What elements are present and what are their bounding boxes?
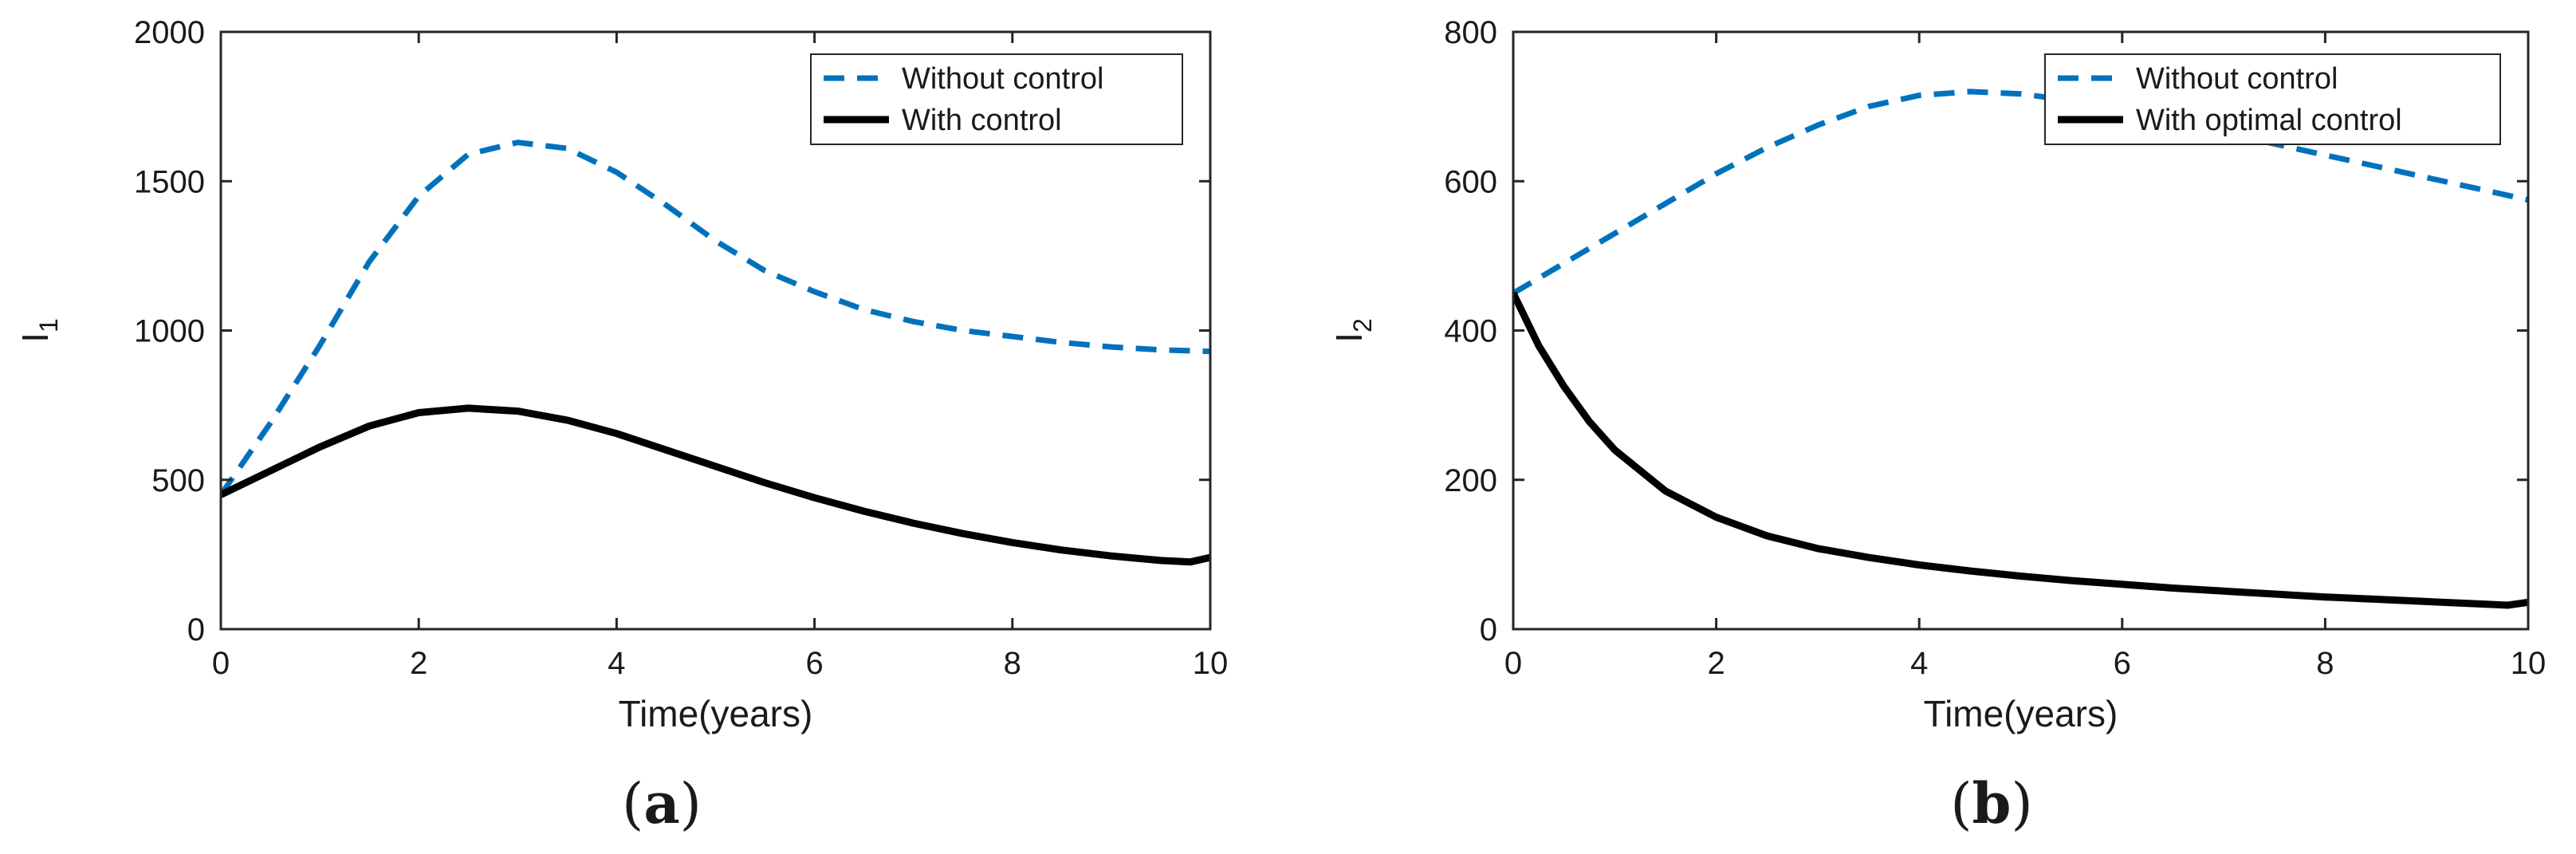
x-tick-label: 8 — [1004, 646, 1021, 681]
x-tick-label: 8 — [2316, 646, 2334, 681]
x-tick-label: 10 — [2511, 646, 2547, 681]
panel-caption: (a) — [622, 770, 702, 836]
panel-caption: (b) — [1950, 770, 2033, 836]
y-tick-label: 0 — [1480, 612, 1497, 647]
legend-label: With control — [902, 104, 1062, 137]
series-line-without-control — [221, 140, 1210, 497]
y-tick-label: 400 — [1444, 314, 1497, 349]
y-axis-label: I1 — [14, 318, 63, 343]
y-tick-label: 1000 — [134, 314, 205, 349]
legend: Without control With optimal control — [2044, 53, 2501, 145]
x-tick-label: 10 — [1193, 646, 1229, 681]
panel-caption-letter: a — [643, 770, 679, 836]
x-tick-label: 0 — [1504, 646, 1522, 681]
y-axis-label-subscript: 2 — [1348, 318, 1377, 333]
x-tick-label: 2 — [1707, 646, 1725, 681]
y-tick-label: 0 — [187, 612, 205, 647]
x-tick-label: 2 — [410, 646, 427, 681]
series-line-without-control — [1513, 89, 2528, 296]
x-tick-label: 6 — [2114, 646, 2131, 681]
legend-label: Without control — [2136, 62, 2338, 96]
series-line-with-control — [221, 404, 1210, 566]
x-axis-label: Time(years) — [1924, 693, 2118, 734]
legend-box — [810, 53, 1183, 145]
y-tick-label: 200 — [1444, 463, 1497, 498]
x-tick-label: 4 — [1910, 646, 1928, 681]
y-axis-label: I2 — [1328, 318, 1377, 343]
legend-box — [2044, 53, 2501, 145]
series-line-with-control — [1513, 291, 2528, 609]
y-tick-label: 600 — [1444, 164, 1497, 199]
y-tick-label: 2000 — [134, 15, 205, 50]
y-tick-label: 500 — [151, 463, 205, 498]
chart-panel-a: 0 2 4 6 8 10 0 500 1000 1500 2000 Time(years) I1 With… — [14, 15, 1228, 836]
x-tick-label: 6 — [805, 646, 823, 681]
legend: Without control With control — [810, 53, 1183, 145]
x-axis-label: Time(years) — [619, 693, 813, 734]
legend-label: Without control — [902, 62, 1103, 96]
y-axis-label-subscript: 1 — [34, 318, 63, 333]
y-tick-label: 800 — [1444, 15, 1497, 50]
chart-panel-b: 0 2 4 6 8 100200400600800Time(years)I2Without… — [1328, 15, 2546, 836]
y-tick-label: 1500 — [134, 164, 205, 199]
legend-label: With optimal control — [2136, 104, 2402, 137]
x-tick-label: 4 — [608, 646, 625, 681]
y-axis-label-main: I — [1328, 333, 1370, 343]
x-tick-label: 0 — [212, 646, 230, 681]
panel-caption-letter: b — [1972, 770, 2012, 836]
y-axis-label-main: I — [14, 333, 56, 343]
